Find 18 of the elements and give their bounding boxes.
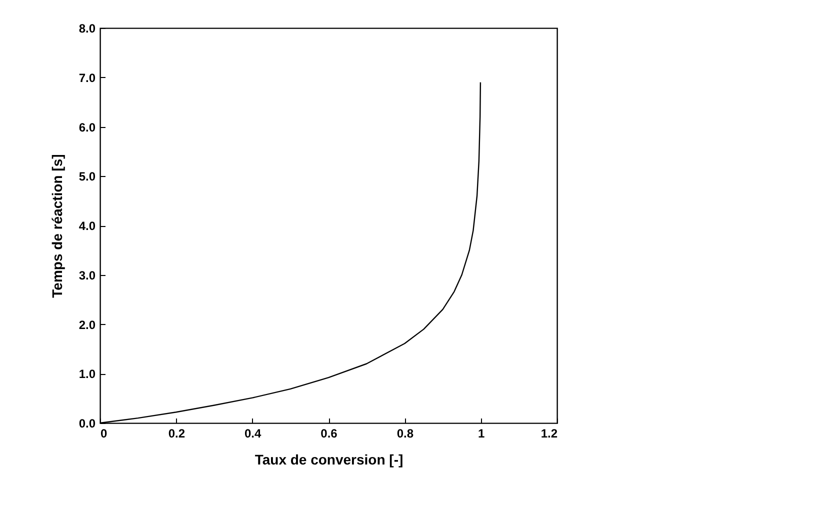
x-tick-label: 0.4 [244,426,262,440]
y-tick-label: 7.0 [78,70,96,85]
y-tick-label: 1.0 [78,367,96,382]
x-tick-label: 0 [100,426,108,440]
x-tick-label: 0.8 [396,426,414,440]
y-tick-label: 5.0 [78,170,96,184]
y-tick-label: 8.0 [78,22,96,36]
y-tick-label: 6.0 [78,120,96,134]
x-tick-label: 0.2 [168,426,186,440]
y-tick-label: 0.0 [78,416,96,430]
y-tick-label: 4.0 [78,219,96,233]
x-tick-label: 0.6 [320,426,338,440]
x-tick-label: 1.2 [540,426,558,440]
y-tick-label: 3.0 [78,268,96,282]
x-axis-title: Taux de conversion [-] [254,452,404,468]
x-tick-label: 1 [478,426,485,440]
y-tick-label: 2.0 [78,318,96,332]
y-axis-title: Temps de réaction [s] [48,154,65,298]
